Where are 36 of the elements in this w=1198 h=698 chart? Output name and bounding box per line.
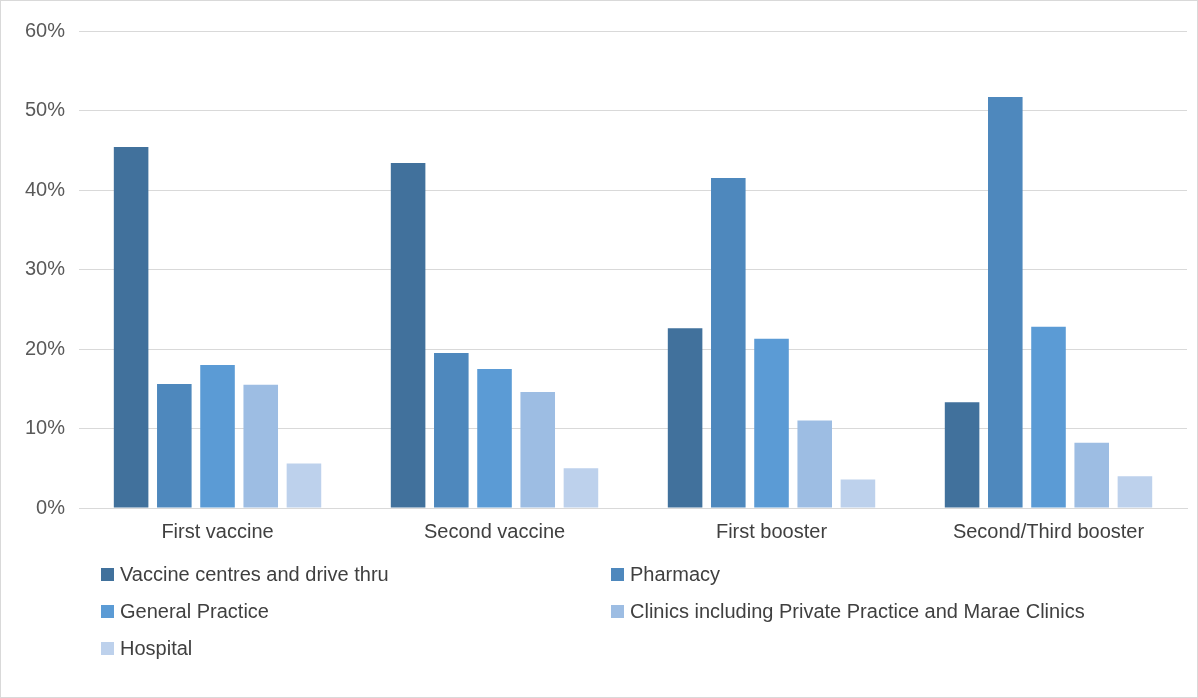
bar xyxy=(434,352,469,508)
bar xyxy=(1117,476,1153,508)
legend-label: Hospital xyxy=(120,637,193,660)
x-tick-label: First vaccine xyxy=(161,519,274,542)
bar xyxy=(477,368,512,508)
legend-label: Clinics including Private Practice and Marae Clinics xyxy=(630,600,1085,623)
y-tick-label: 0% xyxy=(36,495,66,518)
bar xyxy=(797,420,833,508)
bar xyxy=(667,328,703,508)
bar xyxy=(390,162,426,508)
bar xyxy=(286,463,322,508)
bar xyxy=(563,468,599,508)
bar xyxy=(1074,442,1109,508)
y-tick-label: 20% xyxy=(25,336,66,359)
y-tick-label: 30% xyxy=(25,257,66,280)
y-tick-label: 10% xyxy=(25,416,66,439)
bar xyxy=(1031,326,1066,508)
legend-label: Vaccine centres and drive thru xyxy=(120,563,389,586)
bar xyxy=(944,402,980,508)
x-tick-label: Second vaccine xyxy=(423,519,566,542)
bar xyxy=(711,178,746,508)
legend-label: General Practice xyxy=(120,600,269,623)
bar xyxy=(840,479,876,508)
bar xyxy=(243,384,279,508)
bar xyxy=(113,147,149,508)
x-tick-label: Second/Third booster xyxy=(952,519,1145,542)
bar xyxy=(754,338,789,508)
bar xyxy=(157,383,192,508)
bar xyxy=(520,391,556,508)
x-tick-label: First booster xyxy=(715,519,828,542)
bar xyxy=(988,96,1023,508)
y-tick-label: 40% xyxy=(25,177,66,200)
legend-label: Pharmacy xyxy=(630,563,721,586)
y-tick-label: 50% xyxy=(25,98,66,121)
bar xyxy=(200,364,235,508)
y-tick-label: 60% xyxy=(25,18,66,41)
